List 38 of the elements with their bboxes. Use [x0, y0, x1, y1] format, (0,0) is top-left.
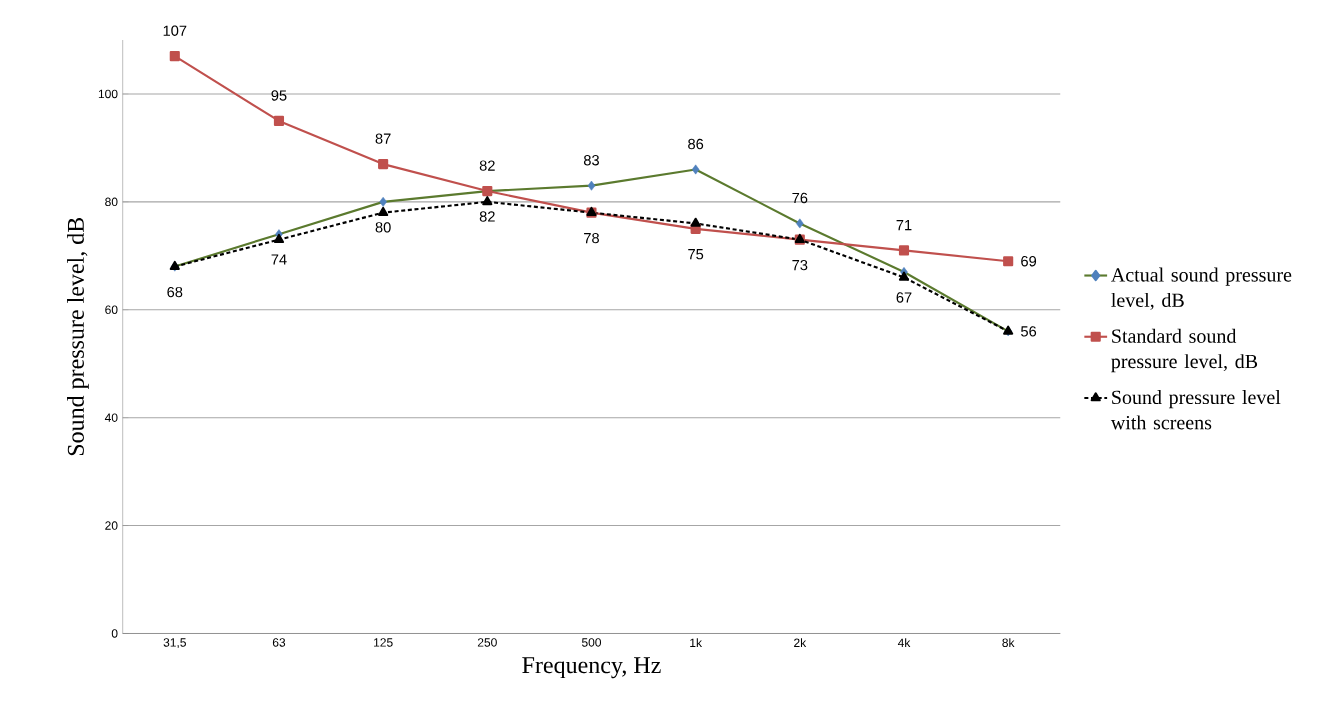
data-label: 82 [479, 211, 495, 222]
data-label: 75 [688, 249, 704, 260]
data-label: 69 [1021, 256, 1037, 267]
data-label: 56 [1021, 326, 1037, 337]
y-tick-label: 40 [104, 413, 118, 423]
legend-label: Sound pressure level with screens [1110, 390, 1281, 430]
data-label: 68 [167, 287, 183, 298]
data-label: 73 [792, 260, 808, 271]
x-tick-label: 4k [897, 638, 911, 648]
y-tick-label: 0 [111, 629, 118, 638]
y-tick-label: 80 [105, 197, 118, 207]
data-label: 95 [271, 90, 287, 101]
legend-label: Actual sound pressure level, dB [1111, 267, 1292, 311]
y-tick-label: 60 [105, 305, 118, 315]
x-tick-label: 8k [1002, 638, 1015, 648]
x-tick-label: 500 [581, 638, 602, 647]
x-tick-label: 1k [690, 638, 703, 648]
x-tick-label: 125 [374, 638, 393, 647]
y-tick-label: 20 [105, 521, 118, 531]
data-label: 71 [896, 220, 912, 231]
x-tick-label: 63 [272, 638, 286, 647]
data-label: 83 [583, 155, 599, 166]
data-label: 82 [479, 160, 495, 172]
data-label: 80 [375, 222, 391, 233]
x-axis-title: Frequency, Hz [522, 657, 661, 679]
data-label: 87 [375, 133, 391, 145]
x-tick-label: 2k [794, 638, 807, 648]
x-tick-label: 31,5 [163, 638, 186, 649]
y-tick-label: 100 [98, 89, 118, 99]
x-tick-label: 250 [477, 638, 497, 647]
data-label: 78 [584, 233, 599, 244]
y-axis-title: Sound pressure level, dB [67, 218, 89, 456]
data-label: 107 [163, 25, 187, 37]
data-label: 67 [896, 292, 912, 303]
data-label: 74 [271, 254, 287, 265]
data-label: 76 [792, 193, 808, 204]
legend-label: Standard sound pressure level, dB [1111, 329, 1258, 373]
data-label: 86 [688, 139, 704, 150]
